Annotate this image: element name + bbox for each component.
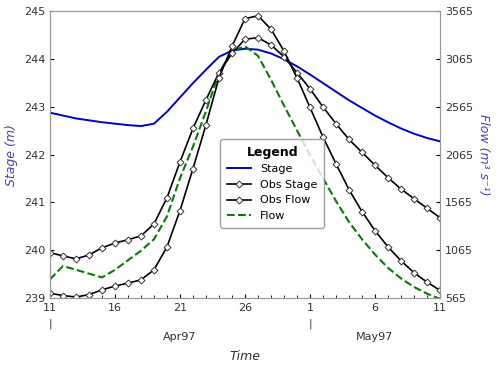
Legend: Stage, Obs Stage, Obs Flow, Flow: Stage, Obs Stage, Obs Flow, Flow <box>220 139 324 228</box>
Text: Apr97: Apr97 <box>163 332 197 342</box>
Y-axis label: Flow (m³ s⁻¹): Flow (m³ s⁻¹) <box>476 114 490 196</box>
Text: May97: May97 <box>356 332 394 342</box>
Y-axis label: Stage (m): Stage (m) <box>5 124 18 186</box>
Text: Time: Time <box>230 350 260 363</box>
Text: |: | <box>308 318 312 329</box>
Text: |: | <box>48 318 52 329</box>
